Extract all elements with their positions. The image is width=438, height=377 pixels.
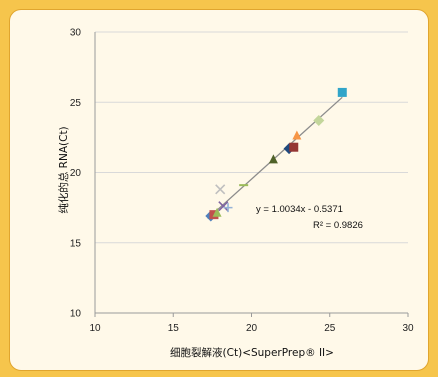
- x-tick-label: 10: [89, 323, 101, 334]
- y-tick-label: 10: [70, 309, 82, 320]
- x-tick-label: 30: [402, 323, 414, 334]
- data-point-square: [337, 87, 347, 97]
- y-tick-label: 30: [70, 28, 82, 39]
- x-tick-label: 25: [324, 323, 336, 334]
- data-point-square: [289, 142, 299, 152]
- data-point-x: [215, 184, 226, 195]
- x-tick-label: 20: [246, 323, 258, 334]
- y-tick-label: 20: [70, 168, 82, 179]
- data-points: [205, 87, 347, 222]
- equation-label: y = 1.0034x - 0.5371: [256, 204, 343, 215]
- axes: [94, 32, 409, 317]
- data-point-diamond: [313, 115, 325, 127]
- x-axis-title: 细胞裂解液(Ct)<SuperPrep® II>: [170, 346, 334, 359]
- grid-lines: [95, 31, 408, 244]
- data-point-plus: [223, 203, 233, 213]
- y-tick-label: 25: [70, 98, 82, 109]
- x-tick-label: 15: [168, 323, 180, 334]
- tick-labels: 10 15 20 25 30 10 15 20 25 30: [70, 28, 414, 335]
- data-point-triangle: [292, 130, 302, 140]
- data-point-x: [218, 201, 229, 212]
- r-squared-label: R² = 0.9826: [313, 220, 363, 231]
- y-tick-label: 15: [70, 238, 82, 249]
- y-axis-title: 纯化的总 RNA(Ct): [57, 126, 70, 213]
- data-point-triangle: [212, 207, 222, 217]
- annotations: y = 1.0034x - 0.5371 R² = 0.9826: [256, 204, 363, 231]
- data-point-triangle: [268, 154, 278, 164]
